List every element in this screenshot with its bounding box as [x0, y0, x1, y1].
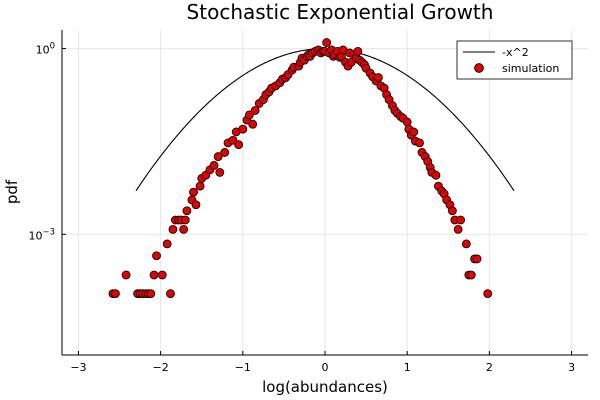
simulation-point — [466, 270, 476, 280]
simulation-point — [191, 200, 201, 210]
simulation-point — [238, 124, 248, 134]
x-tick-label: 2 — [486, 361, 493, 374]
simulation-point — [157, 270, 167, 280]
simulation-point — [431, 170, 441, 180]
simulation-point — [228, 135, 238, 145]
simulation-point — [415, 138, 424, 148]
simulation-points — [108, 38, 493, 299]
simulation-point — [453, 224, 463, 234]
x-tick-label: −3 — [70, 361, 86, 374]
simulation-point — [146, 289, 156, 299]
simulation-point — [456, 215, 466, 225]
simulation-point — [111, 289, 120, 299]
simulation-point — [447, 206, 457, 216]
simulation-point — [250, 106, 260, 115]
legend: -x^2 simulation — [456, 40, 573, 80]
simulation-point — [215, 167, 225, 177]
simulation-point — [248, 119, 258, 129]
simulation-point — [168, 224, 178, 234]
simulation-point — [234, 140, 244, 150]
simulation-point — [195, 181, 205, 191]
simulation-point — [402, 117, 412, 127]
simulation-point — [152, 251, 161, 261]
y-axis-label: pdf — [3, 179, 21, 204]
simulation-point — [121, 270, 131, 280]
simulation-point — [209, 160, 219, 170]
legend-marker-swatch — [474, 63, 484, 73]
plot-area — [108, 38, 515, 299]
legend-box — [456, 40, 573, 80]
simulation-point — [461, 239, 471, 249]
simulation-point — [472, 254, 482, 264]
chart-title: Stochastic Exponential Growth — [187, 0, 494, 24]
simulation-point — [182, 206, 192, 216]
simulation-point — [409, 127, 419, 137]
legend-label-scatter: simulation — [502, 62, 559, 75]
simulation-point — [353, 47, 363, 56]
x-tick-label: 0 — [322, 361, 329, 374]
simulation-point — [213, 152, 223, 161]
simulation-point — [244, 110, 254, 120]
x-tick-label: 1 — [404, 361, 411, 374]
simulation-point — [483, 289, 493, 299]
x-tick-label: −2 — [153, 361, 169, 374]
y-tick-label: 100 — [36, 42, 55, 57]
x-ticks: −3 −2 −1 0 1 2 3 — [70, 351, 575, 374]
grid-lines — [62, 30, 588, 355]
simulation-point — [166, 289, 175, 299]
simulation-point — [162, 239, 172, 249]
simulation-point — [189, 187, 198, 197]
simulation-point — [149, 270, 159, 280]
simulation-point — [180, 215, 190, 225]
y-tick-label: 10−3 — [28, 227, 55, 242]
x-tick-label: 3 — [568, 361, 575, 374]
simulation-point — [374, 73, 383, 82]
x-tick-label: −1 — [235, 361, 251, 374]
simulation-point — [322, 38, 332, 47]
legend-label-line: -x^2 — [502, 46, 529, 59]
x-axis-label: log(abundances) — [262, 378, 388, 396]
simulation-point — [220, 148, 230, 157]
simulation-point — [179, 224, 189, 234]
y-ticks: 100 10−3 — [28, 42, 66, 242]
